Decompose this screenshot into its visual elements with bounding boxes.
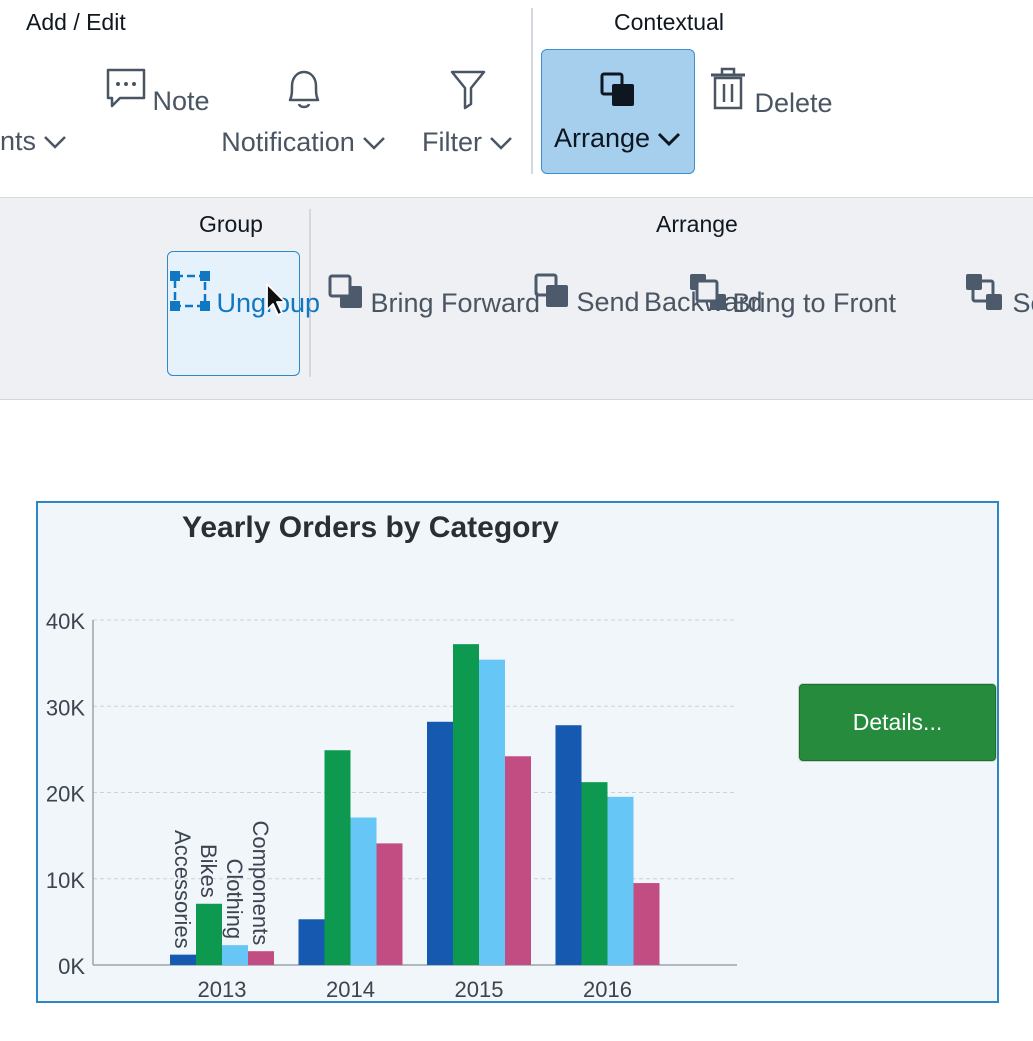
bring-forward-button[interactable]: Bring Forward (326, 271, 540, 317)
chevron-down-icon (362, 136, 385, 150)
send-to-back-icon (966, 274, 1002, 310)
chevron-down-icon (490, 136, 512, 150)
bring-forward-label: Bring Forward (370, 288, 541, 318)
arrange-icon (600, 72, 634, 106)
filter-label: Filter (422, 127, 482, 157)
arrange-label: Arrange (553, 123, 651, 153)
group-title-group: Group (199, 211, 263, 237)
send-backward-button[interactable]: Send Backward (532, 271, 763, 317)
bring-to-front-label: Bring to Front (732, 288, 897, 318)
group-title-contextual: Contextual (614, 9, 724, 35)
note-button[interactable]: Note (104, 66, 210, 117)
elements-button[interactable]: nts (0, 126, 68, 157)
notification-label: Notification (221, 127, 355, 157)
send-to-back-label: Send to Ba (1012, 288, 1033, 317)
chevron-down-icon (44, 135, 66, 149)
note-icon (106, 68, 146, 108)
bring-to-front-icon (690, 274, 726, 310)
send-to-back-button[interactable]: Send to Ba (894, 271, 1033, 317)
send-backward-label-line1: Send (576, 287, 640, 317)
bring-forward-icon (328, 274, 362, 308)
subribbon-divider (309, 209, 311, 377)
ungroup-icon (170, 271, 210, 311)
ribbon-divider (531, 8, 533, 174)
group-title-arrange: Arrange (656, 211, 738, 237)
arrange-button[interactable]: Arrange (541, 49, 695, 174)
notification-button[interactable]: Notification (208, 66, 400, 158)
delete-label: Delete (754, 88, 833, 118)
group-title-add-edit: Add / Edit (26, 9, 126, 35)
elements-label: nts (0, 126, 37, 156)
send-backward-icon (534, 273, 568, 307)
filter-button[interactable]: Filter (414, 66, 522, 158)
trash-icon (711, 67, 745, 110)
bring-to-front-button[interactable]: Bring to Front (688, 271, 896, 317)
chart-title: Yearly Orders by Category (182, 511, 559, 544)
main-ribbon (0, 0, 1033, 197)
filter-icon (450, 70, 486, 110)
cursor-icon (266, 283, 286, 316)
details-button[interactable]: Details... (799, 684, 996, 761)
note-label: Note (152, 86, 210, 116)
bell-icon (288, 70, 320, 109)
delete-button[interactable]: Delete (706, 66, 833, 119)
chevron-down-icon (657, 132, 681, 146)
